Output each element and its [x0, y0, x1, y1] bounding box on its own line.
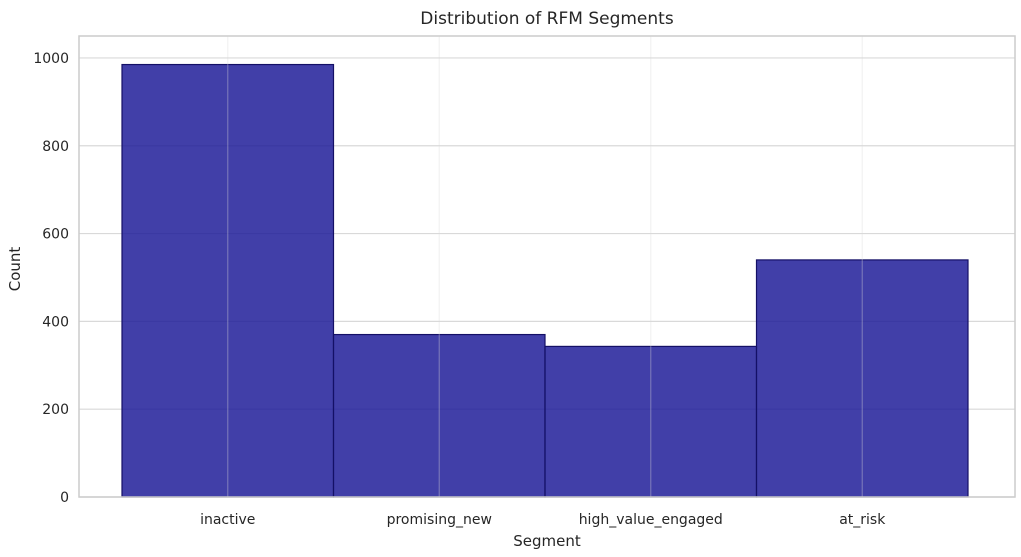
y-tick-label: 800	[42, 139, 69, 155]
x-tick-label: at_risk	[839, 512, 886, 528]
bars	[121, 63, 969, 498]
x-tick-label: high_value_engaged	[579, 512, 723, 528]
bar-inactive	[121, 63, 335, 498]
y-tick-label: 600	[42, 227, 69, 243]
y-tick-label: 400	[42, 314, 69, 330]
x-tick-label: promising_new	[387, 512, 492, 528]
y-axis-label: Count	[6, 247, 24, 292]
bar-high-value-engaged	[544, 345, 758, 498]
bar-at-risk	[755, 259, 969, 498]
x-tick-label: inactive	[200, 512, 255, 528]
x-tick-labels: inactive promising_new high_value_engaged a…	[200, 512, 886, 528]
axes-frame	[78, 35, 1016, 498]
y-tick-labels: 0 200 400 600 800 1000	[33, 51, 69, 506]
y-tick-label: 0	[60, 490, 69, 506]
x-axis-label: Segment	[513, 532, 581, 550]
y-tick-label: 200	[42, 402, 69, 418]
y-tick-label: 1000	[33, 51, 69, 67]
vertical-grid-lines	[227, 36, 863, 497]
chart-title: Distribution of RFM Segments	[420, 9, 674, 29]
